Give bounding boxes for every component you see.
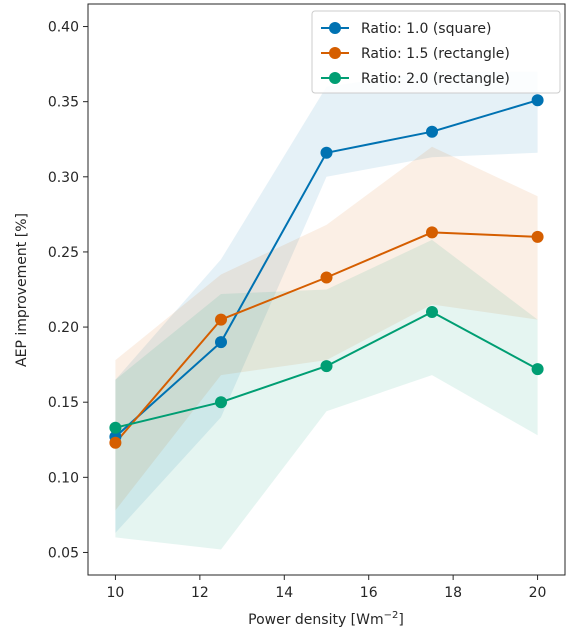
legend-marker-3	[329, 72, 341, 84]
x-tick-label: 18	[444, 585, 462, 601]
legend-label-2: Ratio: 1.5 (rectangle)	[361, 46, 510, 62]
legend: Ratio: 1.0 (square) Ratio: 1.5 (rectangle…	[312, 11, 560, 93]
point-series-3-4	[426, 306, 438, 318]
x-axis-label: Power density [Wm−2]	[248, 610, 404, 628]
point-series-2-5	[532, 231, 544, 243]
x-tick-label: 14	[275, 585, 293, 601]
confidence-bands	[115, 72, 537, 550]
legend-label-3: Ratio: 2.0 (rectangle)	[361, 71, 510, 87]
y-tick-label: 0.35	[48, 95, 79, 111]
y-tick-label: 0.30	[48, 170, 79, 186]
point-series-2-1	[109, 437, 121, 449]
y-tick-label: 0.20	[48, 320, 79, 336]
y-tick-label: 0.05	[48, 545, 79, 561]
legend-marker-2	[329, 47, 341, 59]
point-series-3-2	[215, 396, 227, 408]
y-tick-label: 0.40	[48, 20, 79, 36]
point-series-3-1	[109, 422, 121, 434]
x-axis-label-close: ]	[398, 612, 403, 628]
y-axis-ticks: 0.05 0.10 0.15 0.20 0.25 0.30 0.35 0.40	[48, 20, 88, 562]
x-tick-label: 20	[529, 585, 547, 601]
legend-marker-1	[329, 22, 341, 34]
point-series-2-4	[426, 226, 438, 238]
point-series-3-5	[532, 363, 544, 375]
x-axis-label-main: Power density [Wm	[248, 612, 384, 628]
point-series-1-5	[532, 94, 544, 106]
legend-label-1: Ratio: 1.0 (square)	[361, 21, 491, 37]
x-tick-label: 10	[107, 585, 125, 601]
y-tick-label: 0.10	[48, 470, 79, 486]
x-axis-label-superscript: −2	[384, 610, 399, 621]
point-series-1-4	[426, 126, 438, 138]
x-tick-label: 16	[360, 585, 378, 601]
point-series-2-2	[215, 314, 227, 326]
x-axis-ticks: 10 12 14 16 18 20	[107, 575, 547, 601]
y-axis-label: AEP improvement [%]	[14, 213, 30, 367]
point-series-3-3	[321, 360, 333, 372]
point-series-1-3	[321, 147, 333, 159]
point-series-2-3	[321, 272, 333, 284]
point-series-1-2	[215, 336, 227, 348]
x-tick-label: 12	[191, 585, 209, 601]
y-tick-label: 0.15	[48, 395, 79, 411]
y-tick-label: 0.25	[48, 245, 79, 261]
